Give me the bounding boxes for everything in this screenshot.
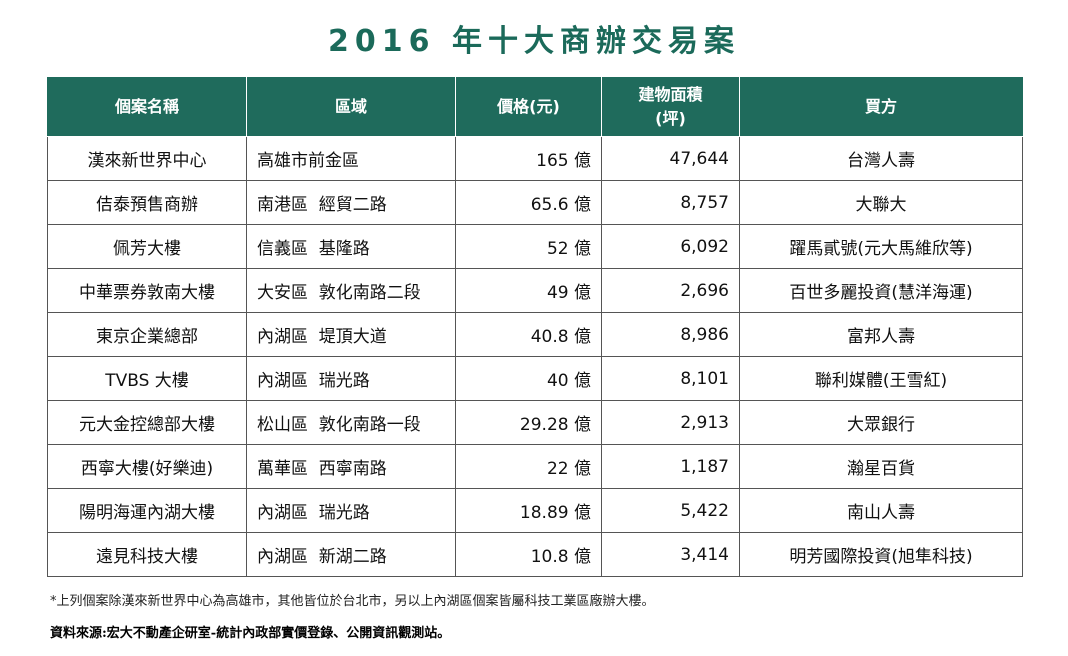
cell-buyer: 南山人壽 — [739, 488, 1023, 533]
cell-floor-area: 8,757 — [601, 180, 740, 225]
cell-name: 中華票券敦南大樓 — [47, 268, 247, 313]
cell-name: 元大金控總部大樓 — [47, 400, 247, 445]
table-row: 元大金控總部大樓 松山區 敦化南路一段 29.28 億 2,913 大眾銀行 — [47, 400, 1023, 445]
cell-buyer: 瀚星百貨 — [739, 444, 1023, 489]
cell-area: 信義區 基隆路 — [246, 224, 456, 269]
header-name: 個案名稱 — [47, 77, 247, 137]
header-buyer: 買方 — [739, 77, 1023, 137]
table-row: TVBS 大樓 內湖區 瑞光路 40 億 8,101 聯利媒體(王雪紅) — [47, 356, 1023, 401]
table-row: 西寧大樓(好樂迪) 萬華區 西寧南路 22 億 1,187 瀚星百貨 — [47, 444, 1023, 489]
cell-floor-area: 3,414 — [601, 532, 740, 577]
table-row: 陽明海運內湖大樓 內湖區 瑞光路 18.89 億 5,422 南山人壽 — [47, 488, 1023, 533]
table-row: 中華票券敦南大樓 大安區 敦化南路二段 49 億 2,696 百世多麗投資(慧洋海運) — [47, 268, 1023, 313]
cell-floor-area: 5,422 — [601, 488, 740, 533]
header-floor-area: 建物面積 (坪) — [601, 77, 740, 137]
cell-floor-area: 6,092 — [601, 224, 740, 269]
cell-name: 遠見科技大樓 — [47, 532, 247, 577]
cell-price: 40.8 億 — [455, 312, 602, 357]
cell-buyer: 百世多麗投資(慧洋海運) — [739, 268, 1023, 313]
cell-price: 10.8 億 — [455, 532, 602, 577]
cell-name: 東京企業總部 — [47, 312, 247, 357]
table-row: 遠見科技大樓 內湖區 新湖二路 10.8 億 3,414 明芳國際投資(旭隼科技) — [47, 532, 1023, 577]
footnote: *上列個案除漢來新世界中心為高雄市，其他皆位於台北市，另以上內湖區個案皆屬科技工… — [50, 594, 655, 609]
cell-name: 佩芳大樓 — [47, 224, 247, 269]
cell-price: 165 億 — [455, 136, 602, 181]
cell-name: 佶泰預售商辦 — [47, 180, 247, 225]
page-title: 2016 年十大商辦交易案 — [328, 24, 740, 59]
cell-buyer: 躍馬貳號(元大馬維欣等) — [739, 224, 1023, 269]
cell-price: 18.89 億 — [455, 488, 602, 533]
cell-floor-area: 8,101 — [601, 356, 740, 401]
table-row: 漢來新世界中心 高雄市前金區 165 億 47,644 台灣人壽 — [47, 136, 1023, 181]
cell-area: 南港區 經貿二路 — [246, 180, 456, 225]
cell-price: 22 億 — [455, 444, 602, 489]
cell-area: 內湖區 瑞光路 — [246, 488, 456, 533]
cell-floor-area: 1,187 — [601, 444, 740, 489]
cell-name: TVBS 大樓 — [47, 356, 247, 401]
cell-area: 內湖區 堤頂大道 — [246, 312, 456, 357]
header-area: 區域 — [246, 77, 456, 137]
cell-floor-area: 2,696 — [601, 268, 740, 313]
transactions-table: 個案名稱 區域 價格(元) 建物面積 (坪) 買方 漢來新世界中心 高雄市前金區 1… — [47, 77, 1023, 577]
cell-area: 大安區 敦化南路二段 — [246, 268, 456, 313]
cell-area: 內湖區 新湖二路 — [246, 532, 456, 577]
header-floor-area-line2: (坪) — [655, 108, 686, 128]
cell-price: 52 億 — [455, 224, 602, 269]
cell-area: 高雄市前金區 — [246, 136, 456, 181]
cell-buyer: 聯利媒體(王雪紅) — [739, 356, 1023, 401]
cell-price: 29.28 億 — [455, 400, 602, 445]
cell-price: 40 億 — [455, 356, 602, 401]
cell-name: 陽明海運內湖大樓 — [47, 488, 247, 533]
cell-name: 漢來新世界中心 — [47, 136, 247, 181]
cell-floor-area: 47,644 — [601, 136, 740, 181]
cell-buyer: 大聯大 — [739, 180, 1023, 225]
cell-area: 萬華區 西寧南路 — [246, 444, 456, 489]
table-header-row: 個案名稱 區域 價格(元) 建物面積 (坪) 買方 — [47, 77, 1023, 137]
cell-name: 西寧大樓(好樂迪) — [47, 444, 247, 489]
cell-buyer: 大眾銀行 — [739, 400, 1023, 445]
table-row: 佩芳大樓 信義區 基隆路 52 億 6,092 躍馬貳號(元大馬維欣等) — [47, 224, 1023, 269]
table-row: 佶泰預售商辦 南港區 經貿二路 65.6 億 8,757 大聯大 — [47, 180, 1023, 225]
data-source: 資料來源:宏大不動產企研室-統計內政部實價登錄、公開資訊觀測站。 — [50, 626, 451, 641]
cell-floor-area: 8,986 — [601, 312, 740, 357]
cell-floor-area: 2,913 — [601, 400, 740, 445]
cell-buyer: 富邦人壽 — [739, 312, 1023, 357]
cell-price: 49 億 — [455, 268, 602, 313]
header-floor-area-line1: 建物面積 — [638, 84, 703, 104]
cell-buyer: 明芳國際投資(旭隼科技) — [739, 532, 1023, 577]
header-price: 價格(元) — [455, 77, 602, 137]
cell-buyer: 台灣人壽 — [739, 136, 1023, 181]
cell-price: 65.6 億 — [455, 180, 602, 225]
cell-area: 松山區 敦化南路一段 — [246, 400, 456, 445]
cell-area: 內湖區 瑞光路 — [246, 356, 456, 401]
table-row: 東京企業總部 內湖區 堤頂大道 40.8 億 8,986 富邦人壽 — [47, 312, 1023, 357]
